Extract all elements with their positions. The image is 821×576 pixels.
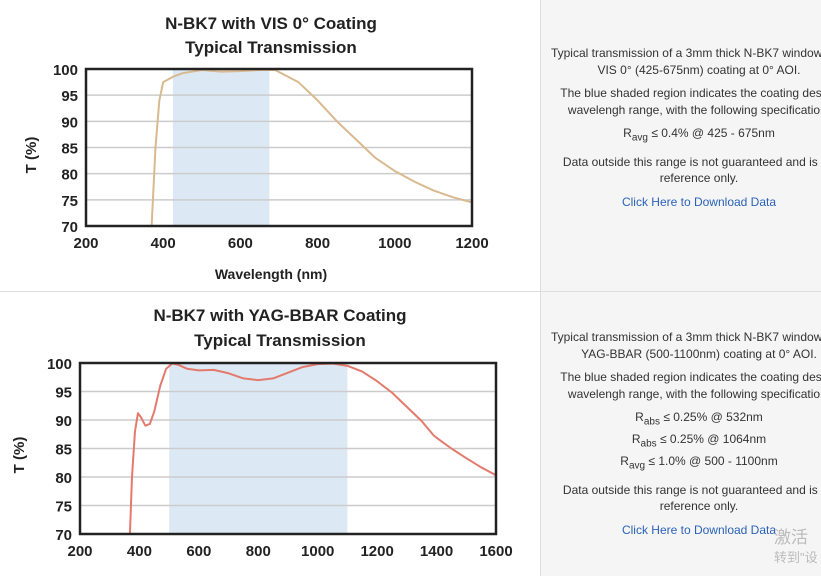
x-tick-label: 600 [186, 543, 211, 560]
disclaimer: Data outside this range is not guarantee… [562, 154, 821, 186]
chart-subtitle: Typical Transmission [185, 38, 357, 57]
transmission-curve [128, 362, 496, 534]
y-tick-label: 90 [55, 413, 72, 430]
chart-subtitle: Typical Transmission [194, 331, 366, 350]
x-tick-label: 400 [151, 235, 176, 252]
spec-list: Ravg ≤ 0.4% @ 425 - 675nm [549, 125, 821, 147]
y-tick-label: 70 [61, 219, 78, 236]
spec-line: Rabs ≤ 0.25% @ 532nm [635, 410, 763, 428]
y-tick-label: 70 [55, 527, 72, 544]
x-tick-label: 200 [73, 235, 98, 252]
x-tick-label: 1000 [378, 235, 411, 252]
plot-frame [84, 67, 474, 228]
x-tick-label: 200 [67, 543, 92, 560]
spec-list: Rabs ≤ 0.25% @ 532nm Rabs ≤ 0.25% @ 1064… [549, 409, 821, 475]
x-tick-label: 800 [305, 235, 330, 252]
y-tick-label: 95 [61, 88, 78, 105]
download-data-link[interactable]: Click Here to Download Data [621, 194, 777, 209]
y-tick-label: 85 [55, 442, 72, 459]
info-panel-yag-bbar: Typical transmission of a 3mm thick N-BK… [540, 292, 821, 576]
info-text: Typical transmission of a 3mm thick N-BK… [549, 45, 821, 217]
description: Typical transmission of a 3mm thick N-BK… [550, 330, 821, 361]
x-tick-label: 1200 [360, 543, 393, 560]
vis-coating-row: 70 75 80 85 90 95 100 200 400 600 800 1000 1200 N-BK7… [0, 0, 821, 292]
chart-title: N-BK7 with VIS 0° Coating [165, 14, 377, 33]
chart-title: N-BK7 with YAG-BBAR Coating [153, 306, 406, 325]
info-text: Typical transmission of a 3mm thick N-BK… [549, 329, 821, 545]
disclaimer: Data outside this range is not guarantee… [562, 482, 821, 514]
shaded-note: The blue shaded region indicates the coa… [560, 86, 821, 117]
y-tick-label: 100 [47, 356, 72, 373]
description: Typical transmission of a 3mm thick N-BK… [550, 46, 821, 77]
y-tick-label: 95 [55, 385, 72, 402]
y-tick-label: 80 [61, 167, 78, 184]
y-tick-label: 85 [61, 141, 78, 158]
plot-frame [78, 361, 498, 536]
x-tick-label: 1200 [455, 235, 488, 252]
info-panel-vis: Typical transmission of a 3mm thick N-BK… [540, 0, 821, 291]
chart-svg: 70 75 80 85 90 95 100 200 400 600 800 1000 1200 1400 1… [11, 306, 513, 560]
spec-line: Rabs ≤ 0.25% @ 1064nm [631, 431, 767, 450]
shaded-note: The blue shaded region indicates the coa… [560, 370, 821, 401]
x-tick-label: 600 [228, 235, 253, 252]
x-tick-label: 800 [246, 543, 271, 560]
x-tick-label: 1600 [479, 543, 512, 560]
chart-vis: 70 75 80 85 90 95 100 200 400 600 800 1000 1200 N-BK7… [0, 0, 540, 291]
y-axis-label: T (%) [11, 437, 28, 474]
activation-watermark: 激活 转到"设 [774, 528, 818, 565]
spec-line: Ravg ≤ 0.4% @ 425 - 675nm [623, 126, 775, 144]
download-data-link[interactable]: Click Here to Download Data [621, 522, 777, 537]
x-tick-label: 400 [127, 543, 152, 560]
spec-line: Ravg ≤ 1.0% @ 500 - 1100nm [620, 453, 778, 472]
y-tick-label: 90 [61, 114, 78, 131]
yag-bbar-row: 70 75 80 85 90 95 100 200 400 600 800 1000 1200 1400 1… [0, 292, 821, 576]
y-axis-label: T (%) [23, 137, 40, 174]
y-tick-label: 75 [55, 499, 72, 516]
x-tick-label: 1400 [420, 543, 453, 560]
y-tick-label: 80 [55, 470, 72, 487]
y-tick-label: 75 [61, 193, 78, 210]
x-tick-label: 1000 [301, 543, 334, 560]
y-tick-label: 100 [53, 62, 78, 79]
chart-svg: 70 75 80 85 90 95 100 200 400 600 800 1000 1200 N-BK7… [23, 14, 489, 282]
chart-yag-bbar: 70 75 80 85 90 95 100 200 400 600 800 1000 1200 1400 1… [0, 292, 540, 576]
x-axis-label: Wavelength (nm) [215, 266, 327, 282]
